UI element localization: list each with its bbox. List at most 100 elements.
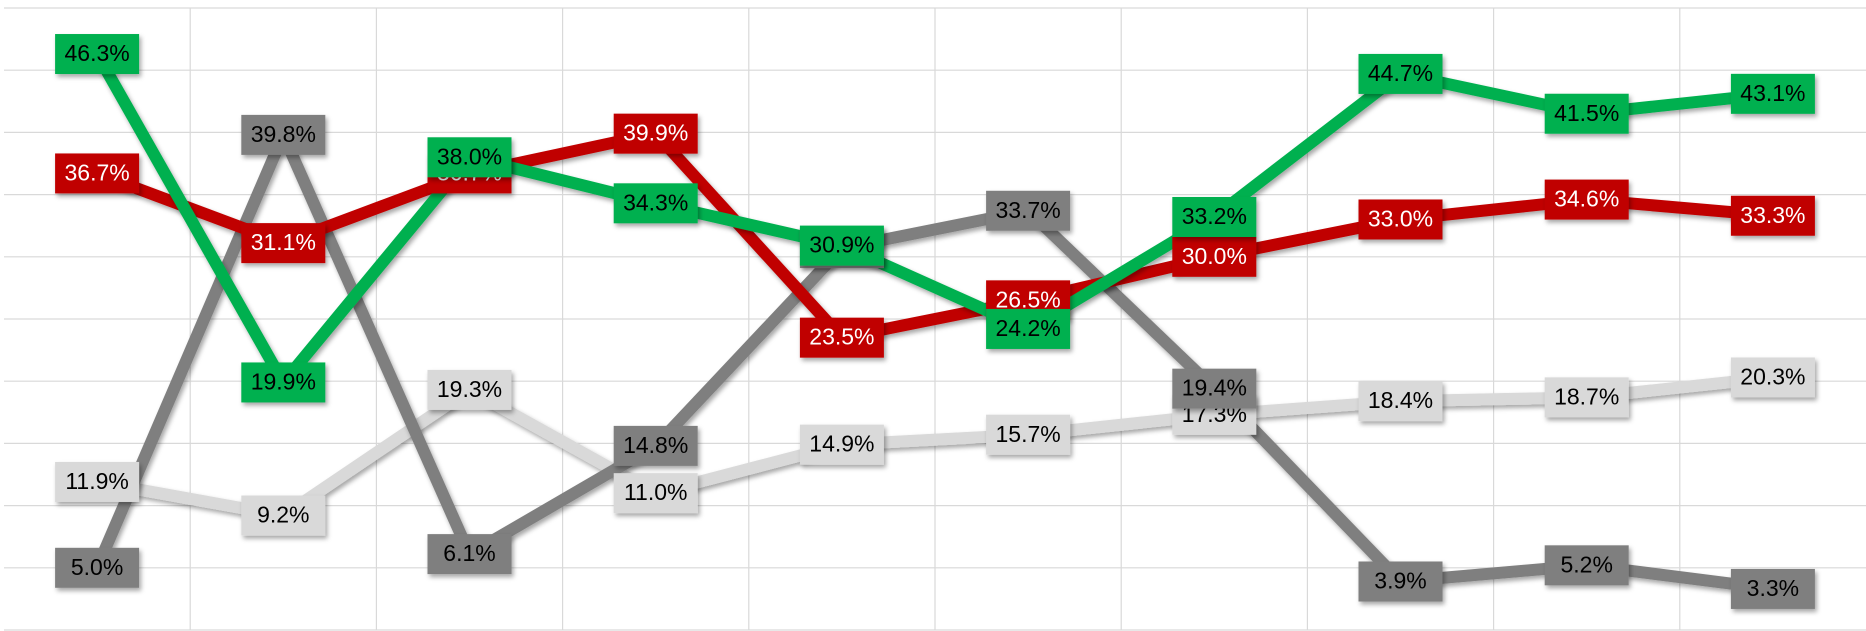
data-label: 5.2% — [1544, 545, 1629, 586]
data-label: 30.9% — [799, 225, 884, 266]
label-box — [1544, 545, 1629, 586]
data-label: 18.4% — [1358, 381, 1443, 422]
data-label: 20.3% — [1730, 357, 1815, 398]
label-text: 30.9% — [809, 232, 874, 258]
label-box — [241, 223, 326, 264]
label-box — [1544, 179, 1629, 220]
label-text: 43.1% — [1740, 80, 1805, 106]
label-box — [1358, 53, 1443, 94]
label-text: 34.3% — [623, 189, 688, 215]
data-label: 34.3% — [613, 183, 698, 224]
label-box — [613, 425, 698, 466]
data-label: 39.9% — [613, 113, 698, 154]
label-text: 24.2% — [995, 315, 1060, 341]
series-line — [96, 371, 1774, 522]
label-box — [427, 534, 512, 575]
data-label: 39.8% — [241, 114, 326, 155]
data-label: 33.2% — [1172, 196, 1257, 237]
label-text: 31.1% — [251, 229, 316, 255]
label-box — [1730, 357, 1815, 398]
data-label: 14.9% — [799, 424, 884, 465]
data-label: 33.3% — [1730, 195, 1815, 236]
label-text: 30.0% — [1182, 243, 1247, 269]
label-text: 46.3% — [64, 40, 129, 66]
labels: 11.9%9.2%19.3%11.0%14.9% 15.7%17.3%18.4% 1… — [55, 34, 1815, 609]
data-label: 44.7% — [1358, 53, 1443, 94]
series-line — [91, 119, 1774, 595]
label-text: 3.9% — [1374, 568, 1426, 594]
label-box — [1544, 93, 1629, 134]
label-text: 18.4% — [1368, 387, 1433, 413]
label-text: 6.1% — [443, 540, 495, 566]
label-text: 33.2% — [1182, 203, 1247, 229]
label-box — [1730, 73, 1815, 114]
label-text: 18.7% — [1554, 383, 1619, 409]
data-label: 23.5% — [799, 317, 884, 358]
label-text: 26.5% — [995, 286, 1060, 312]
data-label: 30.0% — [1172, 236, 1257, 277]
label-box — [55, 153, 140, 194]
label-box — [55, 547, 140, 588]
label-text: 5.0% — [71, 554, 123, 580]
label-box — [1358, 199, 1443, 240]
label-box — [55, 34, 140, 75]
label-text: 39.8% — [251, 121, 316, 147]
label-box — [799, 317, 884, 358]
label-text: 19.3% — [437, 376, 502, 402]
lines — [91, 51, 1774, 595]
data-label: 36.7% — [55, 153, 140, 194]
data-label: 24.2% — [986, 308, 1071, 349]
label-text: 14.9% — [809, 431, 874, 457]
data-label: 38.0% — [427, 137, 512, 178]
label-box — [1358, 561, 1443, 602]
data-label: 9.2% — [241, 495, 326, 536]
label-box — [799, 424, 884, 465]
label-text: 41.5% — [1554, 100, 1619, 126]
data-label: 41.5% — [1544, 93, 1629, 134]
data-label: 19.4% — [1172, 368, 1257, 409]
label-text: 15.7% — [995, 421, 1060, 447]
label-text: 33.0% — [1368, 206, 1433, 232]
label-text: 36.7% — [64, 160, 129, 186]
label-box — [1358, 381, 1443, 422]
series-line — [91, 51, 1774, 393]
data-label: 19.9% — [241, 362, 326, 403]
label-text: 38.0% — [437, 143, 502, 169]
label-text: 9.2% — [257, 502, 309, 528]
data-label: 19.3% — [427, 369, 512, 410]
label-box — [1544, 377, 1629, 418]
label-text: 14.8% — [623, 432, 688, 458]
label-box — [427, 137, 512, 178]
data-label: 31.1% — [241, 223, 326, 264]
data-label: 33.0% — [1358, 199, 1443, 240]
label-box — [55, 461, 140, 502]
label-box — [241, 362, 326, 403]
label-text: 20.3% — [1740, 364, 1805, 390]
label-text: 44.7% — [1368, 60, 1433, 86]
data-label: 14.8% — [613, 425, 698, 466]
data-label: 26.5% — [986, 280, 1071, 321]
series-line — [94, 127, 1774, 345]
label-box — [427, 369, 512, 410]
label-box — [1730, 195, 1815, 236]
label-text: 3.3% — [1747, 575, 1799, 601]
label-text: 19.9% — [251, 369, 316, 395]
label-box — [986, 308, 1071, 349]
label-box — [241, 495, 326, 536]
data-label: 3.3% — [1730, 568, 1815, 609]
data-label: 46.3% — [55, 34, 140, 75]
label-box — [613, 183, 698, 224]
label-box — [986, 190, 1071, 231]
label-text: 33.7% — [995, 197, 1060, 223]
data-label: 3.9% — [1358, 561, 1443, 602]
label-text: 34.6% — [1554, 186, 1619, 212]
data-label: 43.1% — [1730, 73, 1815, 114]
label-text: 5.2% — [1560, 551, 1612, 577]
label-text: 11.0% — [624, 479, 688, 505]
label-box — [1172, 196, 1257, 237]
label-box — [1172, 236, 1257, 277]
label-box — [986, 414, 1071, 455]
data-label: 33.7% — [986, 190, 1071, 231]
